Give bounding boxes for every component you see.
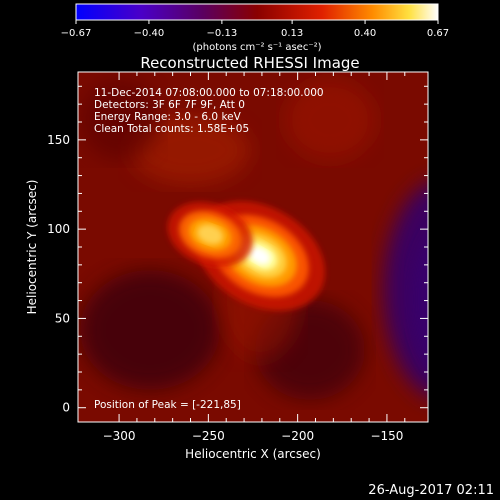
- colorbar-ticks: −0.67 −0.40 −0.13 0.13 0.40 0.67: [61, 20, 449, 39]
- annotation-line: Energy Range: 3.0 - 6.0 keV: [94, 111, 242, 123]
- y-tick-label: 100: [47, 222, 70, 236]
- x-tick-label: −250: [192, 429, 225, 443]
- x-axis-label: Heliocentric X (arcsec): [185, 447, 321, 461]
- colorbar-tick-label: 0.13: [281, 28, 303, 39]
- y-tick-label: 150: [47, 133, 70, 147]
- x-tick-label: −300: [103, 429, 136, 443]
- sources: [167, 201, 326, 311]
- background-patch: [80, 270, 220, 390]
- peak-position-text: Position of Peak = [-221,85]: [94, 399, 241, 411]
- axis-ticks: −300 −250 −200 −150 0 50 100 150: [47, 72, 428, 443]
- heatmap-image: [78, 72, 428, 422]
- timestamp: 26-Aug-2017 02:11: [368, 483, 494, 498]
- colorbar-tick-label: 0.67: [427, 28, 449, 39]
- colorbar-tick-label: −0.13: [207, 28, 238, 39]
- dark-region-core: [411, 233, 428, 366]
- source-2-contour: [197, 224, 224, 245]
- y-axis-label: Heliocentric Y (arcsec): [25, 180, 39, 315]
- colorbar-tick-label: −0.67: [61, 28, 92, 39]
- background-patch: [80, 80, 160, 160]
- chart-title: Reconstructed RHESSI Image: [140, 54, 359, 72]
- colorbar-unit-label: (photons cm⁻² s⁻¹ asec⁻²): [192, 42, 321, 53]
- dark-region: [383, 183, 428, 396]
- x-tick-label: −150: [370, 429, 403, 443]
- colorbar-tick-label: 0.40: [354, 28, 376, 39]
- x-tick-label: −200: [281, 429, 314, 443]
- colorbar: [75, 3, 439, 21]
- annotations: 11-Dec-2014 07:08:00.000 to 07:18:00.000…: [94, 87, 324, 135]
- background-patch: [130, 115, 250, 185]
- annotation-line: 11-Dec-2014 07:08:00.000 to 07:18:00.000: [94, 87, 324, 99]
- annotation-line: Clean Total counts: 1.58E+05: [94, 123, 249, 135]
- y-tick-label: 50: [55, 311, 70, 325]
- colorbar-tick-label: −0.40: [134, 28, 165, 39]
- annotation-line: Detectors: 3F 6F 7F 9F, Att 0: [94, 99, 245, 111]
- source-1-contour: [250, 247, 271, 265]
- background-patch: [285, 80, 375, 160]
- y-tick-label: 0: [62, 401, 70, 415]
